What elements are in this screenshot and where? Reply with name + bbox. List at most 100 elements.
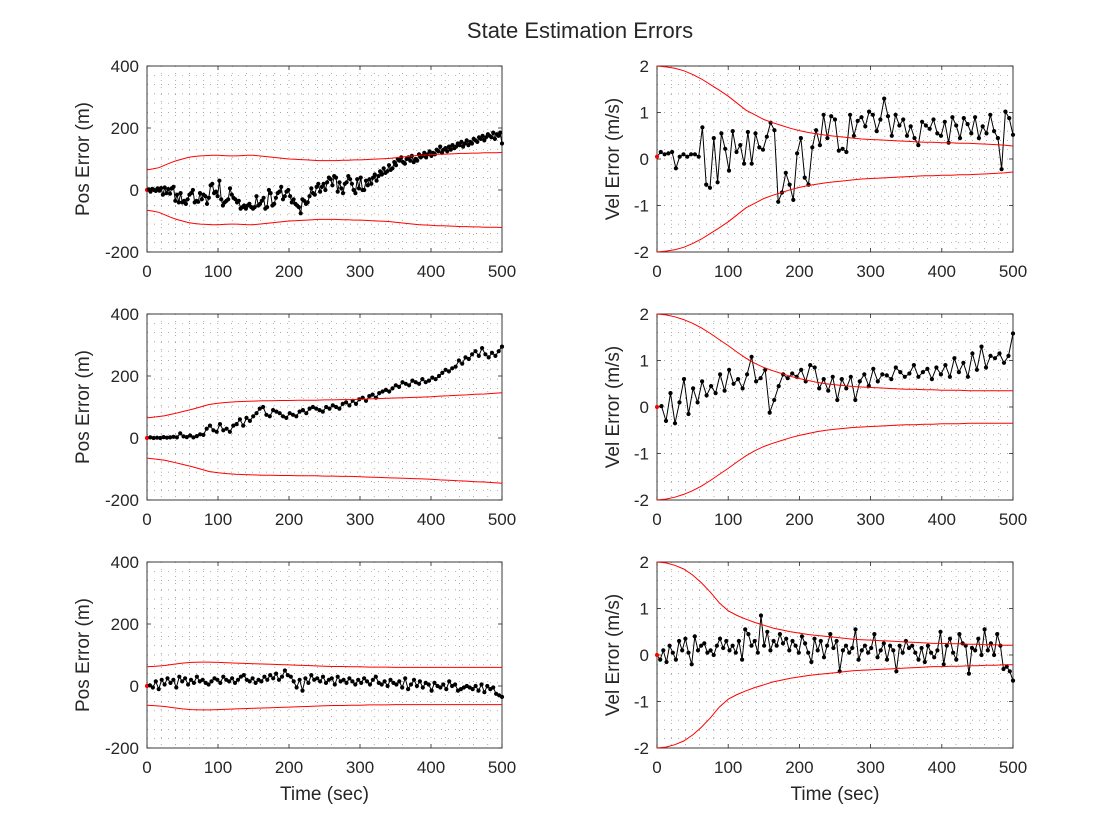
error-point — [730, 643, 735, 648]
error-point — [346, 174, 351, 179]
error-point — [758, 376, 763, 381]
error-point — [793, 643, 798, 648]
error-point — [935, 131, 940, 136]
error-point — [969, 131, 974, 136]
error-point — [230, 676, 235, 681]
error-point — [746, 632, 751, 637]
error-point — [446, 144, 452, 149]
error-point — [317, 408, 322, 413]
error-point — [284, 415, 289, 420]
error-point — [393, 383, 398, 388]
error-point — [658, 657, 663, 662]
error-point — [380, 389, 385, 394]
error-point — [767, 410, 772, 415]
error-point — [696, 154, 701, 159]
y-tick-label: -200 — [105, 739, 139, 758]
error-point — [348, 177, 353, 182]
error-point — [242, 203, 247, 208]
error-point — [247, 679, 252, 684]
error-point — [167, 191, 173, 196]
error-point — [749, 161, 754, 166]
y-tick-label: 1 — [640, 600, 649, 619]
error-point — [736, 638, 742, 644]
error-point — [190, 187, 195, 193]
error-point — [478, 136, 483, 141]
error-point — [695, 648, 701, 653]
error-point — [420, 377, 425, 382]
error-point — [159, 186, 164, 191]
error-point — [209, 679, 214, 684]
error-point — [461, 144, 466, 149]
error-point — [700, 379, 705, 384]
error-point — [215, 194, 220, 199]
error-point — [666, 151, 671, 156]
error-point — [297, 677, 302, 682]
x-tick-label: 200 — [275, 262, 303, 281]
error-point — [319, 184, 324, 189]
error-point — [982, 627, 987, 632]
error-point — [875, 379, 880, 384]
error-point — [664, 659, 669, 665]
error-point — [878, 648, 883, 653]
error-point — [929, 650, 934, 655]
error-point — [253, 680, 258, 686]
error-point — [265, 205, 270, 210]
x-tick-label: 300 — [346, 510, 374, 529]
error-point — [306, 680, 311, 686]
error-point — [976, 136, 982, 141]
error-point — [672, 421, 678, 426]
x-tick-label: 100 — [204, 758, 232, 777]
y-tick-label: -1 — [634, 445, 649, 464]
axes-frame-1 — [146, 65, 503, 253]
error-point — [251, 414, 256, 419]
error-point — [932, 655, 937, 660]
error-point — [844, 386, 849, 391]
error-point — [277, 411, 282, 416]
error-point — [772, 397, 777, 403]
error-point — [457, 143, 462, 148]
error-point — [834, 638, 839, 644]
error-point — [414, 683, 419, 689]
error-point — [681, 377, 687, 382]
error-point — [369, 181, 374, 186]
error-point — [925, 643, 931, 648]
error-point — [817, 386, 822, 391]
x-tick-label: 300 — [856, 262, 884, 281]
error-point — [754, 379, 759, 384]
error-point — [287, 411, 292, 416]
grid-3 — [147, 314, 502, 500]
error-point — [757, 145, 762, 150]
error-point — [685, 154, 690, 159]
error-point — [499, 141, 505, 146]
error-point — [919, 645, 924, 651]
error-point — [445, 149, 450, 154]
error-point — [367, 177, 372, 182]
upper-bound-line-3 — [146, 392, 503, 419]
error-point — [714, 643, 720, 648]
error-point — [826, 388, 831, 393]
error-point — [309, 673, 314, 678]
error-point — [344, 180, 349, 185]
error-point — [483, 352, 488, 357]
error-point — [224, 426, 229, 431]
error-point — [469, 141, 475, 146]
error-point — [243, 206, 248, 211]
axes-frame-2 — [656, 65, 1014, 253]
error-point — [290, 412, 296, 417]
error-point — [291, 679, 296, 684]
error-point — [171, 184, 176, 189]
error-point — [373, 674, 378, 679]
error-point — [480, 346, 485, 351]
error-point — [479, 682, 484, 687]
x-tick-label: 100 — [714, 510, 742, 529]
subplot-6: 0 100 200 300 400 500 -2 -1 0 1 2 Vel Error (m/s) Ti… — [603, 553, 1027, 805]
error-point — [745, 372, 750, 377]
error-point — [493, 353, 498, 358]
error-point — [934, 365, 939, 370]
error-series-5 — [144, 668, 505, 700]
error-point — [908, 124, 913, 129]
error-point — [727, 367, 732, 372]
error-point — [443, 367, 448, 372]
error-point — [320, 409, 325, 414]
error-point — [241, 423, 246, 428]
